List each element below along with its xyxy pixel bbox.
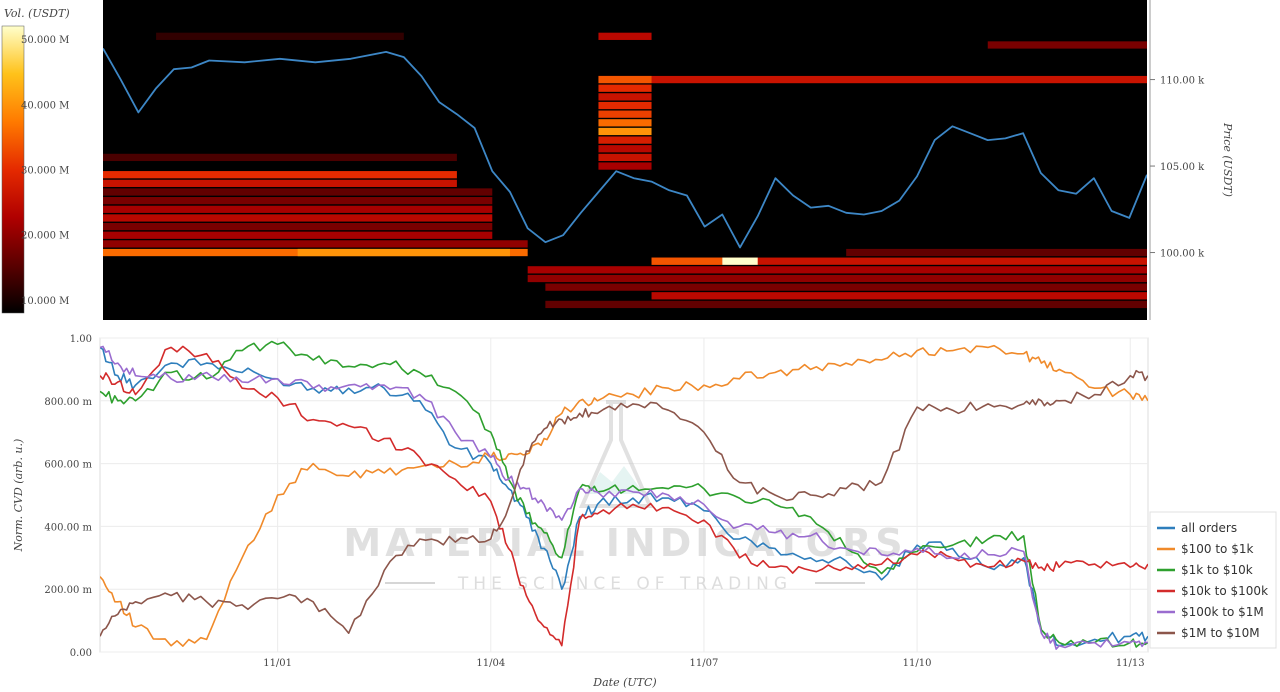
heatmap-band [598,93,652,101]
colorbar-scale [1,25,25,314]
price-axis-ticks: 110.00 k 105.00 k 100.00 k [1150,76,1205,260]
cvd-series-line [100,345,1148,650]
heatmap-band [598,145,652,153]
cvd-x-tick-label: 11/13 [1116,658,1145,669]
colorbar-title: Vol. (USDT) [4,7,70,20]
legend-label: $10k to $100k [1181,584,1268,598]
cvd-x-ticks: 11/01 11/04 11/07 11/10 11/13 [263,658,1144,669]
legend-label: all orders [1181,521,1237,535]
heatmap-panel [103,0,1147,320]
price-tick-label: 110.00 k [1160,76,1205,87]
cvd-x-tick-label: 11/07 [690,658,719,669]
flask-outline [578,400,654,508]
heatmap-band [156,32,404,40]
cvd-y-tick-label: 1.00 [70,334,92,345]
cvd-series-line [100,345,1148,647]
cvd-x-tick-label: 11/10 [903,658,932,669]
price-tick-label: 105.00 k [1160,162,1205,173]
cvd-y-tick-label: 0.00 [70,648,92,659]
cvd-y-tick-label: 400.00 m [44,522,92,533]
colorbar-tick-label: 40.000 M [21,100,69,111]
heatmap-band [598,153,652,162]
colorbar-tick-label: 10.000 M [21,296,69,307]
legend-label: $100 to $1k [1181,542,1253,556]
heatmap-band [598,127,652,136]
legend: all orders $100 to $1k $1k to $10k $10k to … [1149,511,1277,649]
cvd-gridlines [100,337,1148,653]
heatmap-band [545,283,1147,291]
colorbar-tick-label: 20.000 M [21,231,69,242]
cvd-y-tick-label: 600.00 m [44,460,92,471]
watermark-tagline: THE SCIENCE OF TRADING [457,574,792,594]
heatmap-band [651,292,1147,300]
heatmap-band [651,257,723,265]
price-line [103,47,1147,249]
heatmap-band [103,171,457,179]
heatmap-band [103,214,493,222]
legend-label: $1M to $10M [1181,626,1260,640]
heatmap-band [527,266,1147,274]
heatmap-band [103,188,493,196]
cvd-x-tick-label: 11/04 [476,658,505,669]
heatmap-band [722,257,758,265]
heatmap-band [598,32,652,40]
cvd-plot-area [99,337,1149,653]
cvd-x-tick-label: 11/01 [263,658,292,669]
heatmap-band [103,205,493,213]
cvd-series-line [100,344,1148,647]
legend-box [1149,511,1277,649]
price-line-layer [103,47,1147,249]
heatmap-band [598,110,652,118]
heatmap-band [103,240,528,248]
heatmap-band [651,257,1147,265]
colorbar-tick-label: 30.000 M [21,166,69,177]
cvd-y-axis-title: Norm. CVD (arb. u.) [12,439,25,553]
heatmap-bands [103,32,1147,309]
heatmap-band [846,248,1147,257]
heatmap-band [598,75,1147,84]
price-axis-title: Price (USDT) [1221,122,1234,197]
heatmap-band [598,84,652,92]
heatmap-band [987,41,1147,49]
legend-items: all orders $100 to $1k $1k to $10k $10k to … [1157,521,1268,640]
heatmap-band [598,101,652,110]
heatmap-band [598,119,652,127]
heatmap-band [527,274,1147,283]
heatmap-band [297,248,510,257]
legend-label: $100k to $1M [1181,605,1264,619]
heatmap-band [598,162,652,170]
cvd-panel: MATERIAL INDICATORS THE SCIENCE OF TRADI… [12,334,1277,689]
price-axis: 110.00 k 105.00 k 100.00 k Price (USDT) [1149,0,1234,320]
heatmap-band [598,75,652,84]
cvd-y-ticks: 1.00 800.00 m 600.00 m 400.00 m 200.00 m 0.00 [44,334,92,659]
cvd-y-tick-label: 800.00 m [44,397,92,408]
heatmap-band [103,197,493,205]
cvd-series-line [100,340,1148,648]
colorbar-ticks: 50.000 M 40.000 M 30.000 M 20.000 M 10.000 M [21,35,69,307]
colorbar: Vol. (USDT) 50.000 M 40.000 M 30.000 M 20.0… [1,7,70,314]
cvd-y-tick-label: 200.00 m [44,585,92,596]
heatmap-band [103,179,457,187]
colorbar-tick-label: 50.000 M [21,35,69,46]
heatmap-band [598,136,652,144]
cvd-x-axis-title: Date (UTC) [592,676,656,689]
cvd-series-lines [100,340,1148,650]
heatmap-band [545,300,1147,309]
cvd-series-line [100,369,1148,637]
heatmap-band [103,153,457,162]
heatmap-band [103,231,493,239]
heatmap-band [103,222,493,231]
price-tick-label: 100.00 k [1160,249,1205,260]
legend-label: $1k to $10k [1181,563,1253,577]
